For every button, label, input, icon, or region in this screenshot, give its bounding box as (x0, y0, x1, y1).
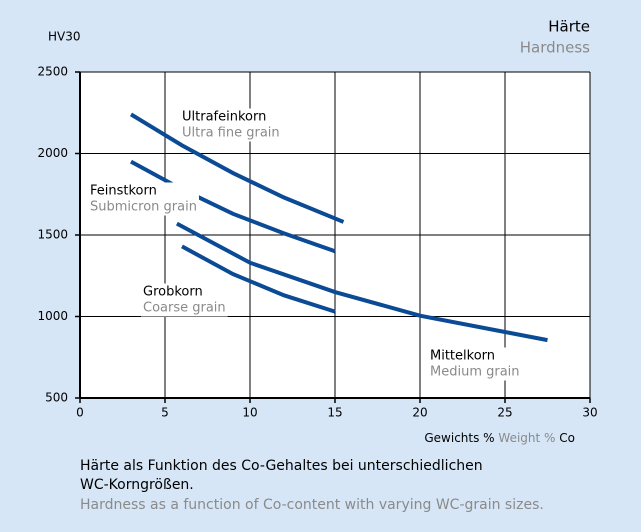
series-line (130, 159, 336, 254)
x-tick-label: 30 (582, 406, 597, 420)
y-tick-label: 2000 (37, 146, 68, 160)
series-line (175, 221, 548, 343)
label-background (428, 347, 522, 381)
x-label-en: Weight % (498, 431, 555, 445)
y-tick-label: 500 (45, 391, 68, 405)
label-background (141, 283, 228, 317)
series-name-en: Coarse grain (143, 301, 226, 316)
series-name: Feinstkorn (90, 184, 157, 199)
y-tick-label: 1500 (37, 228, 68, 242)
series-name-en: Submicron grain (90, 200, 197, 215)
x-tick-label: 15 (327, 406, 342, 420)
x-axis-label: Gewichts % Weight % Co (424, 431, 575, 445)
chart-subtitle: Hardness (520, 39, 590, 57)
y-tick-label: 2500 (37, 65, 68, 79)
x-tick-label: 25 (497, 406, 512, 420)
label-background (180, 108, 282, 142)
caption-de: Härte als Funktion des Co-Gehaltes bei u… (80, 458, 483, 474)
series-name: Mittelkorn (430, 349, 495, 364)
caption-de: WC-Korngrößen. (80, 477, 194, 493)
series-line (129, 112, 345, 224)
x-label-unit: Co (559, 431, 575, 445)
x-tick-label: 10 (242, 406, 257, 420)
series-name: Ultrafeinkorn (182, 110, 266, 125)
series-line (181, 244, 336, 314)
chart-title: Härte (548, 18, 590, 36)
y-tick-label: 1000 (37, 309, 68, 323)
y-axis-label: HV30 (48, 30, 81, 44)
x-tick-label: 20 (412, 406, 427, 420)
x-tick-label: 5 (161, 406, 169, 420)
x-tick-label: 0 (76, 406, 84, 420)
series-name-en: Medium grain (430, 365, 520, 380)
series-name-en: Ultra fine grain (182, 126, 280, 141)
x-label-de: Gewichts % (424, 431, 494, 445)
series-name: Grobkorn (143, 285, 203, 300)
caption-en: Hardness as a function of Co-content wit… (80, 497, 544, 513)
label-background (88, 182, 199, 216)
